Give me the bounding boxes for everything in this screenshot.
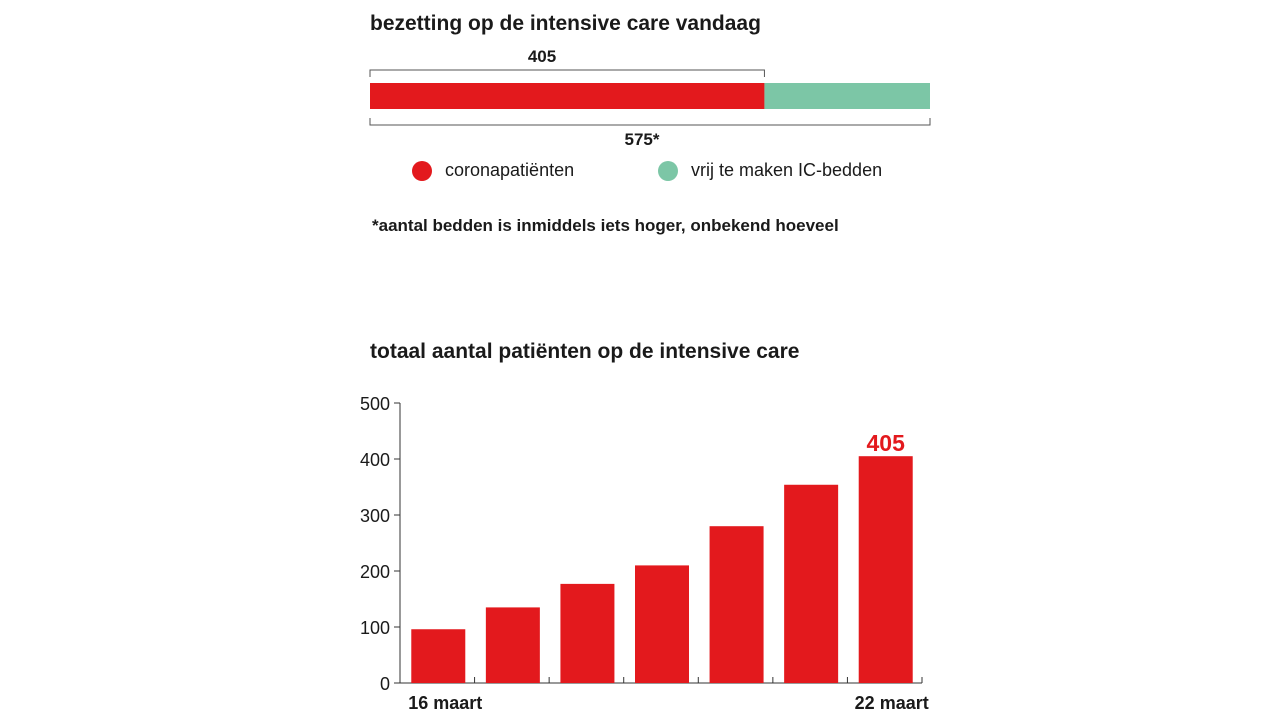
bar <box>858 456 913 683</box>
legend-item-corona: coronapatiënten <box>412 160 574 181</box>
legend-label-corona: coronapatiënten <box>445 160 575 180</box>
green-dot-icon <box>658 160 678 181</box>
occupied-count-label: 405 <box>527 47 557 66</box>
occupancy-stacked-bar <box>369 69 931 126</box>
data-label-last: 405 <box>867 430 906 456</box>
legend-item-free-beds: vrij te maken IC-bedden <box>658 160 882 181</box>
x-tick-label: 16 maart <box>408 693 482 713</box>
free-beds-segment <box>764 83 930 109</box>
bar <box>635 565 689 683</box>
y-tick-label: 500 <box>360 394 390 414</box>
chart-title: totaal aantal patiënten op de intensive … <box>370 340 800 363</box>
y-tick-label: 100 <box>360 618 390 638</box>
red-dot-icon <box>412 160 432 181</box>
occupied-segment <box>370 83 765 109</box>
bar <box>709 526 764 683</box>
occupied-bracket <box>369 69 765 77</box>
y-tick-label: 400 <box>360 450 390 470</box>
total-bracket <box>369 118 931 126</box>
x-tick-label: 22 maart <box>855 693 929 713</box>
legend-label-free-beds: vrij te maken IC-bedden <box>691 160 883 180</box>
y-tick-label: 300 <box>360 506 390 526</box>
bar <box>560 583 615 683</box>
total-beds-label: 575* <box>624 130 660 149</box>
occupancy-title: bezetting op de intensive care vandaag <box>370 12 761 35</box>
bar <box>784 484 839 683</box>
footnote: *aantal bedden is inmiddels iets hoger, … <box>372 216 839 235</box>
bar <box>411 629 466 683</box>
y-tick-label: 200 <box>360 562 390 582</box>
y-tick-label: 0 <box>380 674 390 694</box>
bar <box>485 607 540 683</box>
